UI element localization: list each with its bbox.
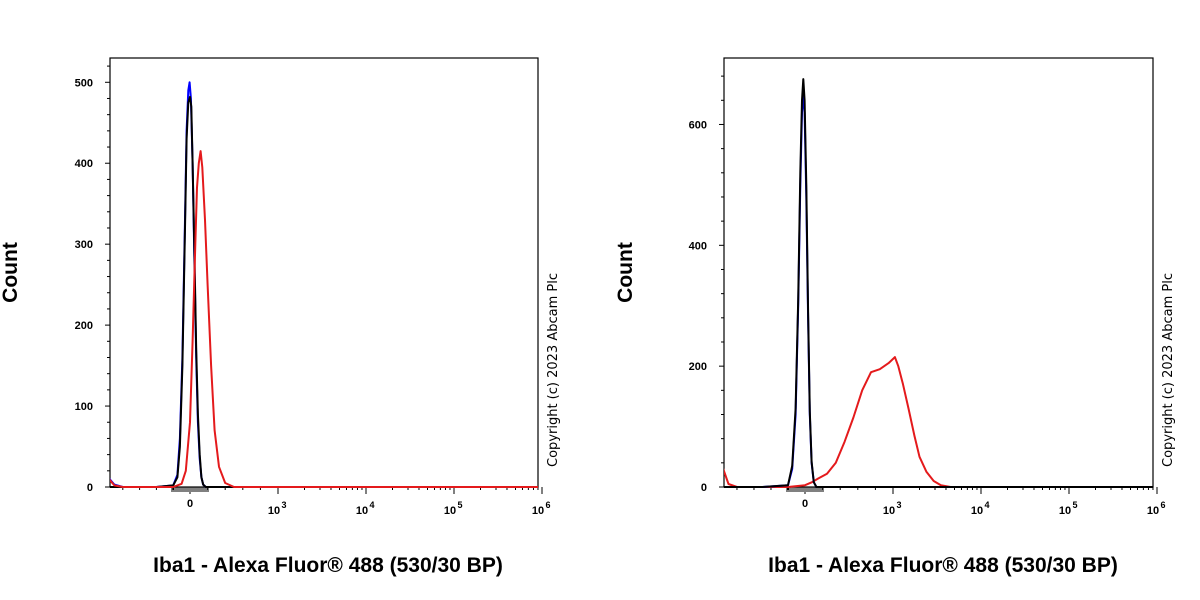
- x-tick-label: 10: [1147, 505, 1159, 517]
- y-tick-label: 600: [689, 119, 707, 131]
- x-tick-exponent: 5: [457, 500, 462, 510]
- x-tick-label: 10: [532, 505, 544, 517]
- y-tick-label: 0: [701, 482, 707, 494]
- histogram-series-3: [110, 150, 538, 488]
- x-tick-exponent: 5: [1072, 500, 1077, 510]
- x-tick-label: 10: [356, 505, 368, 517]
- y-tick-label: 500: [75, 77, 93, 89]
- plot-frame: [723, 57, 1154, 488]
- y-axis-title: Count: [0, 242, 22, 303]
- x-axis-title: Iba1 - Alexa Fluor® 488 (530/30 BP): [153, 554, 503, 577]
- histogram-series-3: [724, 78, 1153, 488]
- y-tick-label: 400: [689, 240, 707, 252]
- y-tick-label: 400: [75, 158, 93, 170]
- histogram-series-1: [724, 356, 1153, 488]
- x-tick-label: 10: [883, 505, 895, 517]
- histogram-series-2: [724, 93, 1153, 488]
- copyright-note: Copyright (c) 2023 Abcam Plc: [546, 273, 561, 467]
- histogram-series-2: [110, 95, 538, 488]
- x-tick-label: 10: [1059, 505, 1071, 517]
- x-tick-exponent: 3: [281, 500, 286, 510]
- x-tick-label: 10: [268, 505, 280, 517]
- x-tick-label: 10: [971, 505, 983, 517]
- x-tick-label: 10: [444, 505, 456, 517]
- copyright-note: Copyright (c) 2023 Abcam Plc: [1161, 273, 1176, 467]
- x-tick-exponent: 4: [369, 500, 374, 510]
- x-tick-exponent: 3: [896, 500, 901, 510]
- x-tick-exponent: 6: [545, 500, 550, 510]
- y-tick-label: 300: [75, 239, 93, 251]
- x-tick-label: 0: [187, 498, 193, 510]
- histogram-series-1: [110, 81, 538, 488]
- y-axis-title: Count: [614, 242, 637, 303]
- y-tick-label: 200: [75, 320, 93, 332]
- y-tick-label: 0: [87, 482, 93, 494]
- y-tick-label: 200: [689, 361, 707, 373]
- x-tick-exponent: 6: [1160, 500, 1165, 510]
- x-tick-label: 0: [802, 498, 808, 510]
- plot-frame: [109, 57, 539, 488]
- x-axis-title: Iba1 - Alexa Fluor® 488 (530/30 BP): [768, 554, 1118, 577]
- x-tick-exponent: 4: [984, 500, 989, 510]
- y-tick-label: 100: [75, 401, 93, 413]
